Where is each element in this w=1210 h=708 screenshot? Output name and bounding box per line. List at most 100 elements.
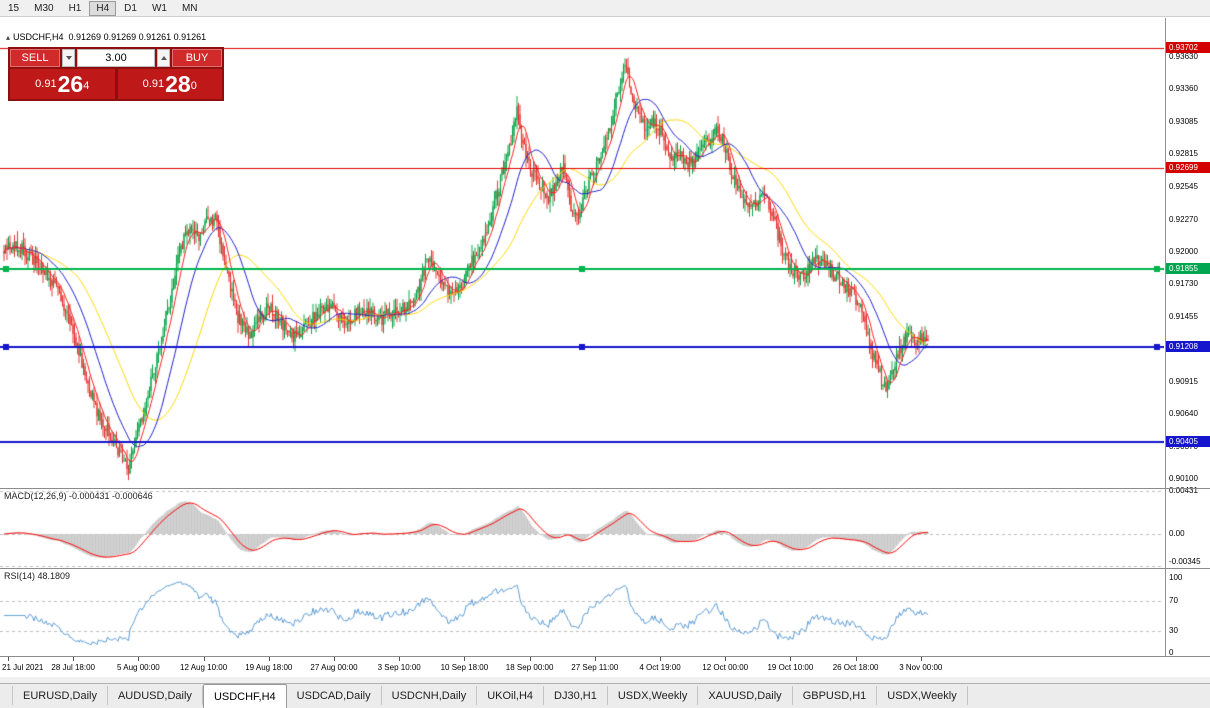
time-axis-tick — [594, 657, 596, 661]
time-axis-tick — [920, 657, 922, 661]
time-axis-tick — [203, 657, 205, 661]
price-axis-badge: 0.93702 — [1166, 42, 1210, 54]
time-axis-tick — [790, 657, 792, 661]
main-chart-canvas[interactable] — [0, 31, 1164, 488]
volume-increase-button[interactable] — [157, 49, 170, 67]
panel-splitter-rsi[interactable] — [0, 568, 1210, 569]
buy-button[interactable]: BUY — [172, 49, 222, 67]
price-axis-badge: 0.91208 — [1166, 340, 1210, 352]
macd-label: MACD(12,26,9) -0.000431 -0.000646 — [4, 491, 153, 501]
price-axis-label: 0.92000 — [1169, 246, 1198, 256]
time-axis-tick — [725, 657, 727, 661]
time-axis-tick — [268, 657, 270, 661]
ask-big-figure: 0.91 — [142, 78, 165, 90]
chart-tab-AUDUSD-Daily[interactable]: AUDUSD,Daily — [108, 686, 203, 705]
macd-axis-label: 0.00431 — [1169, 486, 1198, 495]
price-axis[interactable]: 0.93630 0.93360 0.93085 0.92815 0.92545 0.922… — [1165, 18, 1210, 678]
time-axis-label: 12 Aug 10:00 — [180, 663, 228, 672]
macd-axis-label: 0.00 — [1169, 529, 1185, 538]
time-axis-label: 19 Oct 10:00 — [767, 663, 814, 672]
volume-input[interactable] — [77, 49, 155, 67]
bid-price-display[interactable]: 0.91 26 4 — [10, 69, 115, 99]
timeframe-button-D1[interactable]: D1 — [124, 2, 137, 14]
time-axis-tick — [529, 657, 531, 661]
triangle-down-icon — [65, 56, 72, 60]
chart-tab-UKOil-H4[interactable]: UKOil,H4 — [477, 686, 545, 705]
timeframe-button-15[interactable]: 15 — [8, 2, 20, 14]
window-bottom-strip — [0, 677, 1210, 683]
price-axis-label: 0.92815 — [1169, 149, 1198, 159]
ask-price-display[interactable]: 0.91 28 0 — [117, 69, 222, 99]
time-axis-tick — [334, 657, 335, 661]
bid-pipette: 4 — [83, 80, 90, 92]
price-axis-label: 0.90640 — [1169, 409, 1198, 419]
timeframe-button-MN[interactable]: MN — [181, 2, 198, 14]
chart-title: ▴ USDCHF,H4 0.91269 0.91269 0.91261 0.9126… — [6, 32, 206, 42]
time-axis-label: 3 Sep 10:00 — [377, 663, 421, 672]
rsi-axis-label: 70 — [1169, 595, 1178, 605]
chart-tab-USDCHF-H4[interactable]: USDCHF,H4 — [202, 684, 287, 708]
chart-tab-USDCAD-Daily[interactable]: USDCAD,Daily — [287, 686, 382, 705]
time-axis-tick — [8, 657, 9, 661]
time-axis-label: 18 Sep 00:00 — [505, 663, 554, 672]
time-axis-label: 3 Nov 00:00 — [899, 663, 943, 672]
chart-tab-USDX-Weekly[interactable]: USDX,Weekly — [877, 686, 968, 705]
price-axis-label: 0.93085 — [1169, 117, 1198, 127]
price-axis-label: 0.92545 — [1169, 181, 1198, 191]
rsi-label: RSI(14) 48.1809 — [4, 571, 71, 581]
time-axis-label: 10 Sep 18:00 — [440, 663, 489, 672]
time-axis-tick — [399, 657, 401, 661]
price-axis-label: 0.91730 — [1169, 279, 1198, 289]
chart-tab-USDX-Weekly[interactable]: USDX,Weekly — [608, 686, 699, 705]
time-axis-label: 28 Jul 18:00 — [51, 663, 95, 672]
rsi-axis-label: 0 — [1169, 648, 1174, 657]
price-axis-badge: 0.91855 — [1166, 263, 1210, 275]
ask-pipette: 0 — [190, 80, 197, 92]
time-axis-tick — [660, 657, 661, 661]
chart-tab-bar: EURUSD,Daily AUDUSD,Daily USDCHF,H4 USDCAD,… — [0, 683, 1210, 708]
collapse-chart-icon[interactable]: ▴ — [6, 33, 11, 42]
time-axis-label: 26 Oct 18:00 — [832, 663, 879, 672]
price-axis-label: 0.92270 — [1169, 214, 1198, 224]
timeframe-button-M30[interactable]: M30 — [34, 2, 54, 14]
timeframe-button-H4[interactable]: H4 — [89, 0, 117, 16]
bid-big-figure: 0.91 — [35, 78, 57, 90]
volume-decrease-button[interactable] — [62, 49, 75, 67]
rsi-axis-label: 30 — [1169, 625, 1178, 635]
timeframe-button-W1[interactable]: W1 — [151, 2, 167, 14]
time-axis-label: 27 Aug 00:00 — [310, 663, 358, 672]
chart-symbol: USDCHF,H4 — [13, 32, 64, 42]
time-axis-tick — [138, 657, 140, 661]
chart-tab-EURUSD-Daily[interactable]: EURUSD,Daily — [12, 686, 108, 705]
price-axis-label: 0.91455 — [1169, 311, 1198, 321]
time-axis-tick — [73, 657, 75, 661]
macd-axis-label: -0.00345 — [1169, 557, 1201, 566]
chart-tab-XAUUSD-Daily[interactable]: XAUUSD,Daily — [698, 686, 793, 705]
rsi-indicator-canvas[interactable] — [0, 569, 1164, 656]
time-axis-tick — [855, 657, 857, 661]
price-axis-label: 0.90100 — [1169, 473, 1198, 483]
bid-pips: 26 — [57, 71, 84, 97]
rsi-axis-label: 100 — [1169, 573, 1183, 582]
chart-ohlc-values: 0.91269 0.91269 0.91261 0.91261 — [68, 32, 207, 42]
time-axis-label: 21 Jul 2021 — [2, 663, 44, 672]
timeframe-toolbar: 15 M30 H1 H4 D1 W1 MN — [0, 0, 1210, 17]
price-axis-badge: 0.90405 — [1166, 436, 1210, 448]
price-axis-label: 0.93630 — [1169, 52, 1198, 62]
time-axis-label: 27 Sep 11:00 — [571, 663, 619, 672]
chart-tab-USDCNH-Daily[interactable]: USDCNH,Daily — [382, 686, 478, 705]
time-axis-label: 4 Oct 19:00 — [639, 663, 681, 672]
panel-splitter-macd[interactable] — [0, 488, 1210, 489]
price-axis-label: 0.90915 — [1169, 376, 1198, 386]
price-axis-badge: 0.92699 — [1166, 162, 1210, 174]
chart-tab-DJ30-H1[interactable]: DJ30,H1 — [544, 686, 608, 705]
ask-pips: 28 — [165, 71, 191, 97]
triangle-up-icon — [160, 56, 167, 60]
time-axis[interactable]: 21 Jul 2021 28 Jul 18:00 5 Aug 00:00 12 Aug… — [0, 656, 1210, 677]
time-axis-tick — [464, 657, 466, 661]
sell-button[interactable]: SELL — [10, 49, 60, 67]
chart-tab-GBPUSD-H1[interactable]: GBPUSD,H1 — [793, 686, 878, 705]
macd-indicator-canvas[interactable] — [0, 489, 1164, 568]
timeframe-button-H1[interactable]: H1 — [68, 2, 82, 14]
